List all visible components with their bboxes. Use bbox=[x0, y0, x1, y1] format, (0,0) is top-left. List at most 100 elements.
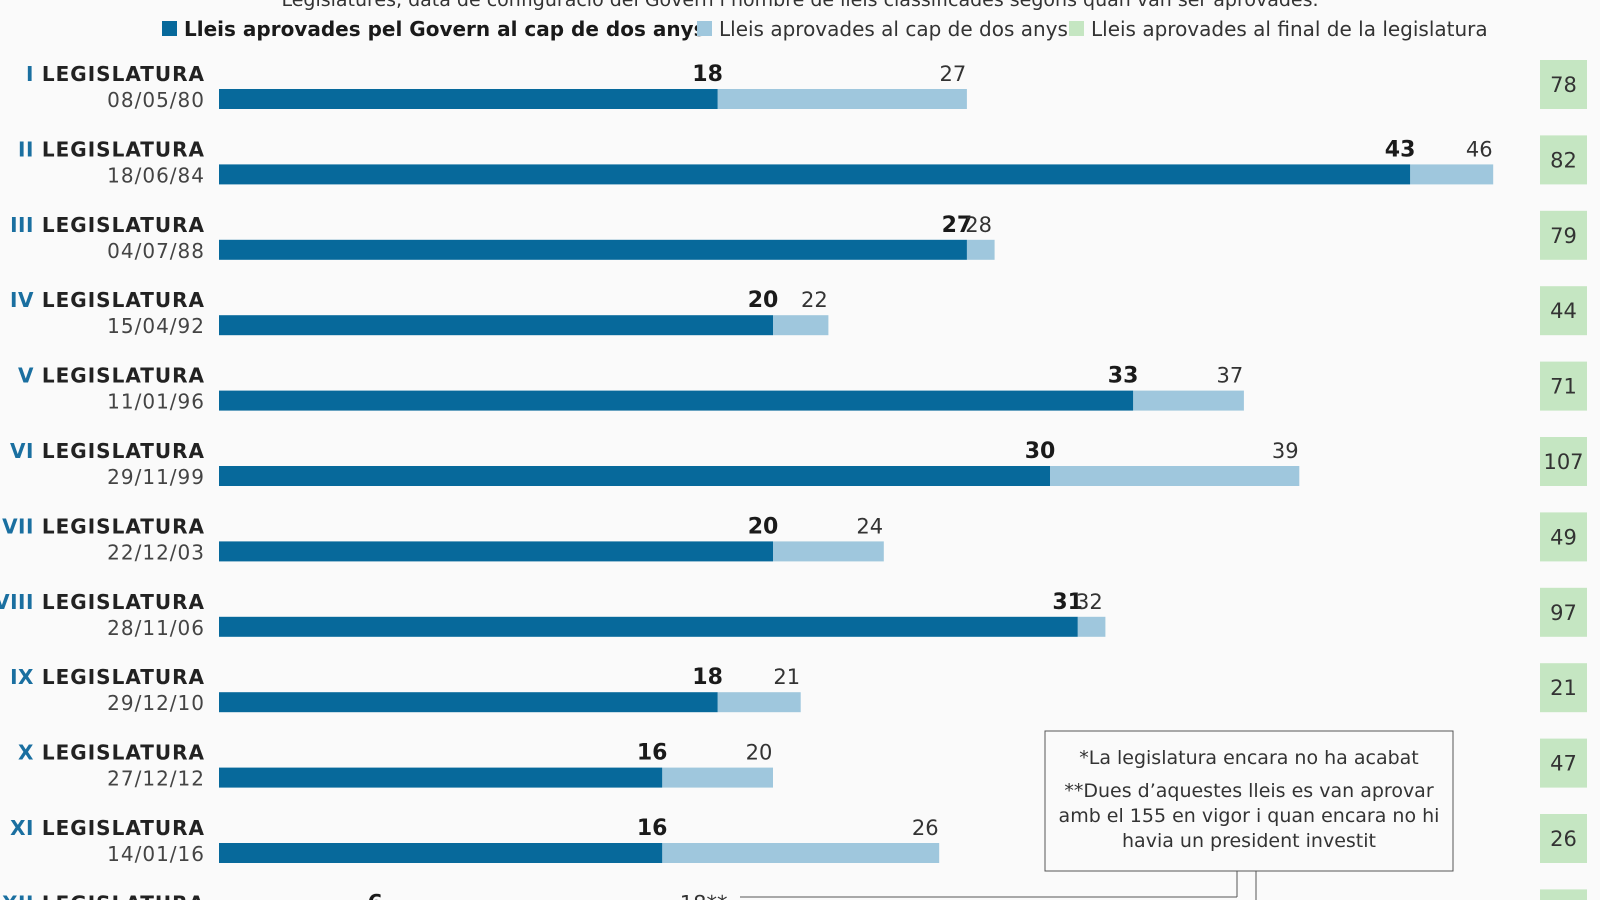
legislatura-word: LEGISLATURA bbox=[34, 816, 205, 840]
legislatura-date: 29/11/99 bbox=[107, 465, 205, 489]
legislatura-number: VII bbox=[2, 514, 34, 538]
legislatura-title: V LEGISLATURA bbox=[18, 364, 205, 388]
value-total: 18** bbox=[680, 891, 728, 900]
bar-total-two-years bbox=[1410, 164, 1494, 185]
legislatura-title: I LEGISLATURA bbox=[26, 62, 205, 86]
legislatura-word: LEGISLATURA bbox=[34, 891, 205, 900]
final-value: 79 bbox=[1550, 224, 1577, 248]
final-value-box bbox=[1540, 512, 1587, 562]
legislatura-word: LEGISLATURA bbox=[34, 213, 205, 237]
footnote-frame bbox=[1044, 730, 1454, 872]
legend-label-1: Lleis aprovades pel Govern al cap de dos… bbox=[184, 17, 706, 41]
legislatura-date: 18/06/84 bbox=[107, 163, 205, 187]
legislatura-date: 14/01/16 bbox=[107, 842, 205, 866]
legislatura-word: LEGISLATURA bbox=[34, 62, 205, 86]
bar-govern-two-years bbox=[219, 89, 718, 109]
legend-label-2: Lleis aprovades al cap de dos anys bbox=[719, 17, 1068, 41]
legislatura-date: 28/11/06 bbox=[107, 616, 205, 640]
bar-total-two-years bbox=[773, 541, 884, 562]
value-total: 32 bbox=[1076, 590, 1103, 614]
legislatura-word: LEGISLATURA bbox=[34, 439, 205, 463]
bar-total-two-years bbox=[662, 767, 773, 788]
value-total: 28 bbox=[965, 213, 992, 237]
legislatura-date: 15/04/92 bbox=[107, 314, 205, 338]
final-value-box bbox=[1540, 587, 1587, 637]
legislatura-title: XI LEGISLATURA bbox=[10, 816, 205, 840]
legislatura-date: 29/12/10 bbox=[107, 691, 205, 715]
legislatura-word: LEGISLATURA bbox=[34, 665, 205, 689]
bar-total-two-years bbox=[717, 692, 801, 713]
bar-total-two-years bbox=[1077, 616, 1106, 637]
legislatura-number: XI bbox=[10, 816, 34, 840]
bar-govern-two-years bbox=[219, 466, 1050, 486]
legislatura-title: III LEGISLATURA bbox=[10, 213, 205, 237]
final-value-box bbox=[1540, 135, 1587, 185]
legislatura-date: 22/12/03 bbox=[107, 540, 205, 564]
legislatura-title: VII LEGISLATURA bbox=[2, 514, 205, 538]
value-total: 26 bbox=[912, 816, 939, 840]
bar-total-two-years bbox=[717, 89, 967, 109]
final-value: 78 bbox=[1550, 73, 1577, 97]
value-govern: 18 bbox=[692, 665, 723, 690]
bar-govern-two-years bbox=[219, 616, 1078, 637]
final-value: 47 bbox=[1550, 752, 1577, 776]
value-govern: 33 bbox=[1108, 364, 1139, 389]
final-value-box bbox=[1540, 437, 1587, 486]
bar-govern-two-years bbox=[219, 239, 967, 260]
legislatura-word: LEGISLATURA bbox=[34, 288, 205, 312]
final-value: 82 bbox=[1550, 148, 1577, 172]
bar-govern-two-years bbox=[219, 767, 663, 788]
legislatura-title: VIII LEGISLATURA bbox=[0, 590, 205, 614]
value-total: 39 bbox=[1272, 439, 1299, 463]
legislatura-number: IV bbox=[10, 288, 34, 312]
legislatura-number: III bbox=[10, 213, 34, 237]
value-total: 21 bbox=[773, 665, 800, 689]
legend: Lleis aprovades pel Govern al cap de dos… bbox=[162, 17, 1488, 41]
legislatura-title: VI LEGISLATURA bbox=[10, 439, 205, 463]
bar-total-two-years bbox=[1050, 466, 1300, 486]
value-govern: 20 bbox=[748, 514, 779, 539]
legend-label-3: Lleis aprovades al final de la legislatu… bbox=[1091, 17, 1488, 41]
final-value: 97 bbox=[1550, 601, 1577, 625]
legislatura-number: X bbox=[18, 741, 34, 765]
legislatura-date: 08/05/80 bbox=[107, 88, 205, 112]
bar-total-two-years bbox=[1133, 390, 1244, 411]
final-value-box bbox=[1540, 60, 1587, 109]
legislatura-date: 04/07/88 bbox=[107, 239, 205, 263]
legislatura-title: X LEGISLATURA bbox=[18, 741, 205, 765]
legislatura-date: 27/12/12 bbox=[107, 767, 205, 791]
legislatura-title: IX LEGISLATURA bbox=[10, 665, 205, 689]
legislatura-word: LEGISLATURA bbox=[34, 514, 205, 538]
final-value: 26 bbox=[1550, 827, 1577, 851]
final-value-box bbox=[1540, 663, 1587, 713]
legislatura-title: II LEGISLATURA bbox=[18, 137, 205, 161]
final-value: 49 bbox=[1550, 525, 1577, 549]
bar-govern-two-years bbox=[219, 843, 663, 863]
bar-total-two-years bbox=[966, 239, 995, 260]
footnote-line-4: havia un president investit bbox=[1122, 830, 1376, 852]
final-value: 44 bbox=[1550, 299, 1577, 323]
value-govern: 16 bbox=[637, 816, 668, 841]
value-govern: 31 bbox=[1052, 590, 1083, 615]
footnote-line-1: *La legislatura encara no ha acabat bbox=[1079, 747, 1419, 769]
legislatura-word: LEGISLATURA bbox=[34, 364, 205, 388]
value-govern: 16 bbox=[637, 741, 668, 766]
bar-govern-two-years bbox=[219, 315, 773, 336]
bar-total-two-years bbox=[662, 843, 940, 863]
legislatura-title: XII LEGISLATURA bbox=[2, 891, 205, 900]
final-value-box bbox=[1540, 210, 1587, 260]
bar-govern-two-years bbox=[219, 164, 1411, 185]
footnote-line-3: amb el 155 en vigor i quan encara no hi bbox=[1059, 805, 1440, 827]
value-total: 37 bbox=[1217, 364, 1244, 388]
value-govern: 43 bbox=[1385, 137, 1416, 162]
